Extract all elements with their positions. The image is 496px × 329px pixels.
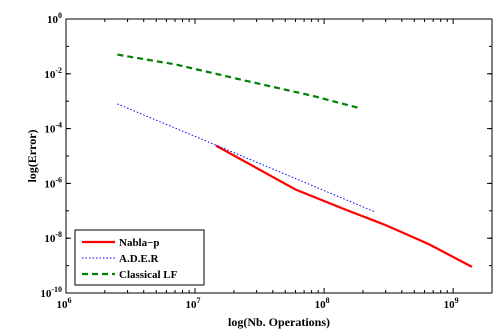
series-line-1 [117, 103, 376, 213]
plot-frame [65, 18, 493, 294]
x-tick-label: 108 [315, 296, 330, 311]
x-tick-label: 107 [186, 296, 201, 311]
series-layer [117, 53, 473, 268]
legend-label-0: Nabla−p [119, 237, 160, 249]
legend: Nabla−p A.D.E.R Classical LF [74, 229, 205, 286]
legend-label-1: A.D.E.R [119, 253, 159, 265]
y-tick-label: 10-6 [44, 175, 62, 190]
x-tick-label: 109 [444, 296, 459, 311]
y-axis-label: log(Error) [25, 129, 39, 182]
x-tick-label: 106 [57, 296, 72, 311]
y-tick-label: 10-10 [40, 285, 62, 300]
series-line-0 [215, 144, 473, 268]
tick-layer: 106 107 108 109 10-10 10-8 10-6 10-4 10-2 100 [40, 11, 493, 311]
legend-label-2: Classical LF [119, 269, 178, 281]
series-line-2 [117, 53, 361, 110]
y-tick-label: 10-8 [44, 230, 62, 245]
y-tick-label: 100 [47, 11, 62, 26]
y-tick-label: 10-4 [44, 121, 62, 136]
x-axis-label: log(Nb. Operations) [228, 315, 330, 329]
y-tick-label: 10-2 [44, 66, 62, 81]
